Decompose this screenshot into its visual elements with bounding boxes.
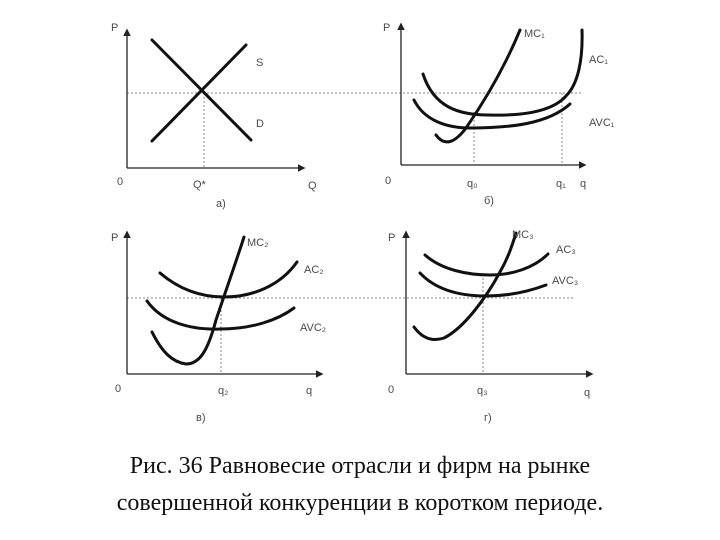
- supply-label: S: [256, 57, 263, 69]
- panel-d-caption: г): [484, 412, 492, 424]
- ac1-label: AC₁: [589, 54, 608, 66]
- panel-d-p-label: P: [388, 232, 395, 244]
- ac1-curve: [421, 28, 584, 117]
- panel-b-q-label: q: [580, 178, 586, 190]
- mc3-curve: [412, 231, 518, 342]
- panel-c: P 0 q q₂ MC₂ AC₂ AVC₂ в): [111, 230, 326, 424]
- avc3-curve: [418, 271, 548, 298]
- panel-b-caption: б): [484, 195, 494, 207]
- panel-d-q3-label: q₃: [477, 385, 488, 397]
- panel-a-q-label: Q: [308, 180, 317, 192]
- ac2-label: AC₂: [304, 264, 324, 276]
- figure-caption: Рис. 36 Равновесие отрасли и фирм на рын…: [0, 448, 720, 522]
- panel-b-q1-label: q₁: [556, 178, 566, 190]
- avc1-curve: [412, 98, 572, 130]
- mc3-label: MC₃: [512, 229, 534, 241]
- panel-b-q0-label: q₀: [467, 178, 478, 190]
- panel-c-q-label: q: [306, 385, 312, 397]
- panel-a-p-label: P: [111, 22, 118, 34]
- panel-c-origin: 0: [115, 383, 121, 395]
- demand-label: D: [256, 118, 264, 130]
- panel-a: P 0 Q Q* S D а): [111, 22, 317, 210]
- mc2-label: MC₂: [247, 237, 268, 249]
- caption-line-1: Рис. 36 Равновесие отрасли и фирм на рын…: [129, 453, 591, 479]
- panel-c-p-label: P: [111, 232, 118, 244]
- panel-d-q-label: q: [584, 387, 590, 399]
- panel-c-caption: в): [196, 412, 206, 424]
- ac3-curve: [423, 252, 550, 277]
- panel-b-origin: 0: [385, 175, 391, 187]
- figure: P 0 Q Q* S D а) P 0 q q₀ q₁ MC₁ AC₁ AVC₁…: [111, 22, 615, 424]
- avc2-label: AVC₂: [300, 322, 326, 334]
- avc3-label: AVC₃: [552, 275, 578, 287]
- avc1-label: AVC₁: [589, 117, 615, 129]
- supply-curve: [150, 43, 248, 143]
- panel-b: P 0 q q₀ q₁ MC₁ AC₁ AVC₁ б): [383, 22, 615, 207]
- caption-line-2: совершенной конкуренции в коротком перио…: [116, 490, 604, 516]
- mc1-curve: [434, 28, 522, 144]
- avc2-curve: [145, 299, 296, 331]
- panel-a-origin: 0: [117, 176, 123, 188]
- demand-curve: [150, 38, 253, 142]
- panel-b-p-label: P: [383, 22, 390, 34]
- panel-c-q2-label: q₂: [218, 385, 228, 397]
- panel-a-qstar-label: Q*: [193, 179, 207, 191]
- panel-d: P 0 q q₃ MC₃ AC₃ AVC₃ г): [388, 229, 594, 424]
- panel-a-caption: а): [216, 198, 226, 210]
- ac3-label: AC₃: [556, 244, 576, 256]
- mc1-label: MC₁: [524, 28, 545, 40]
- mc2-curve: [150, 235, 246, 366]
- panel-d-origin: 0: [388, 384, 394, 396]
